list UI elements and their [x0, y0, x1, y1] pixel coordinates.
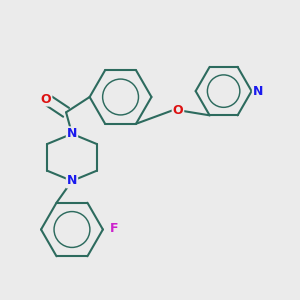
Text: O: O: [173, 104, 183, 117]
Text: N: N: [253, 85, 263, 98]
Text: F: F: [110, 222, 118, 235]
Text: N: N: [67, 174, 77, 188]
Text: O: O: [41, 93, 51, 106]
Text: N: N: [67, 127, 77, 140]
